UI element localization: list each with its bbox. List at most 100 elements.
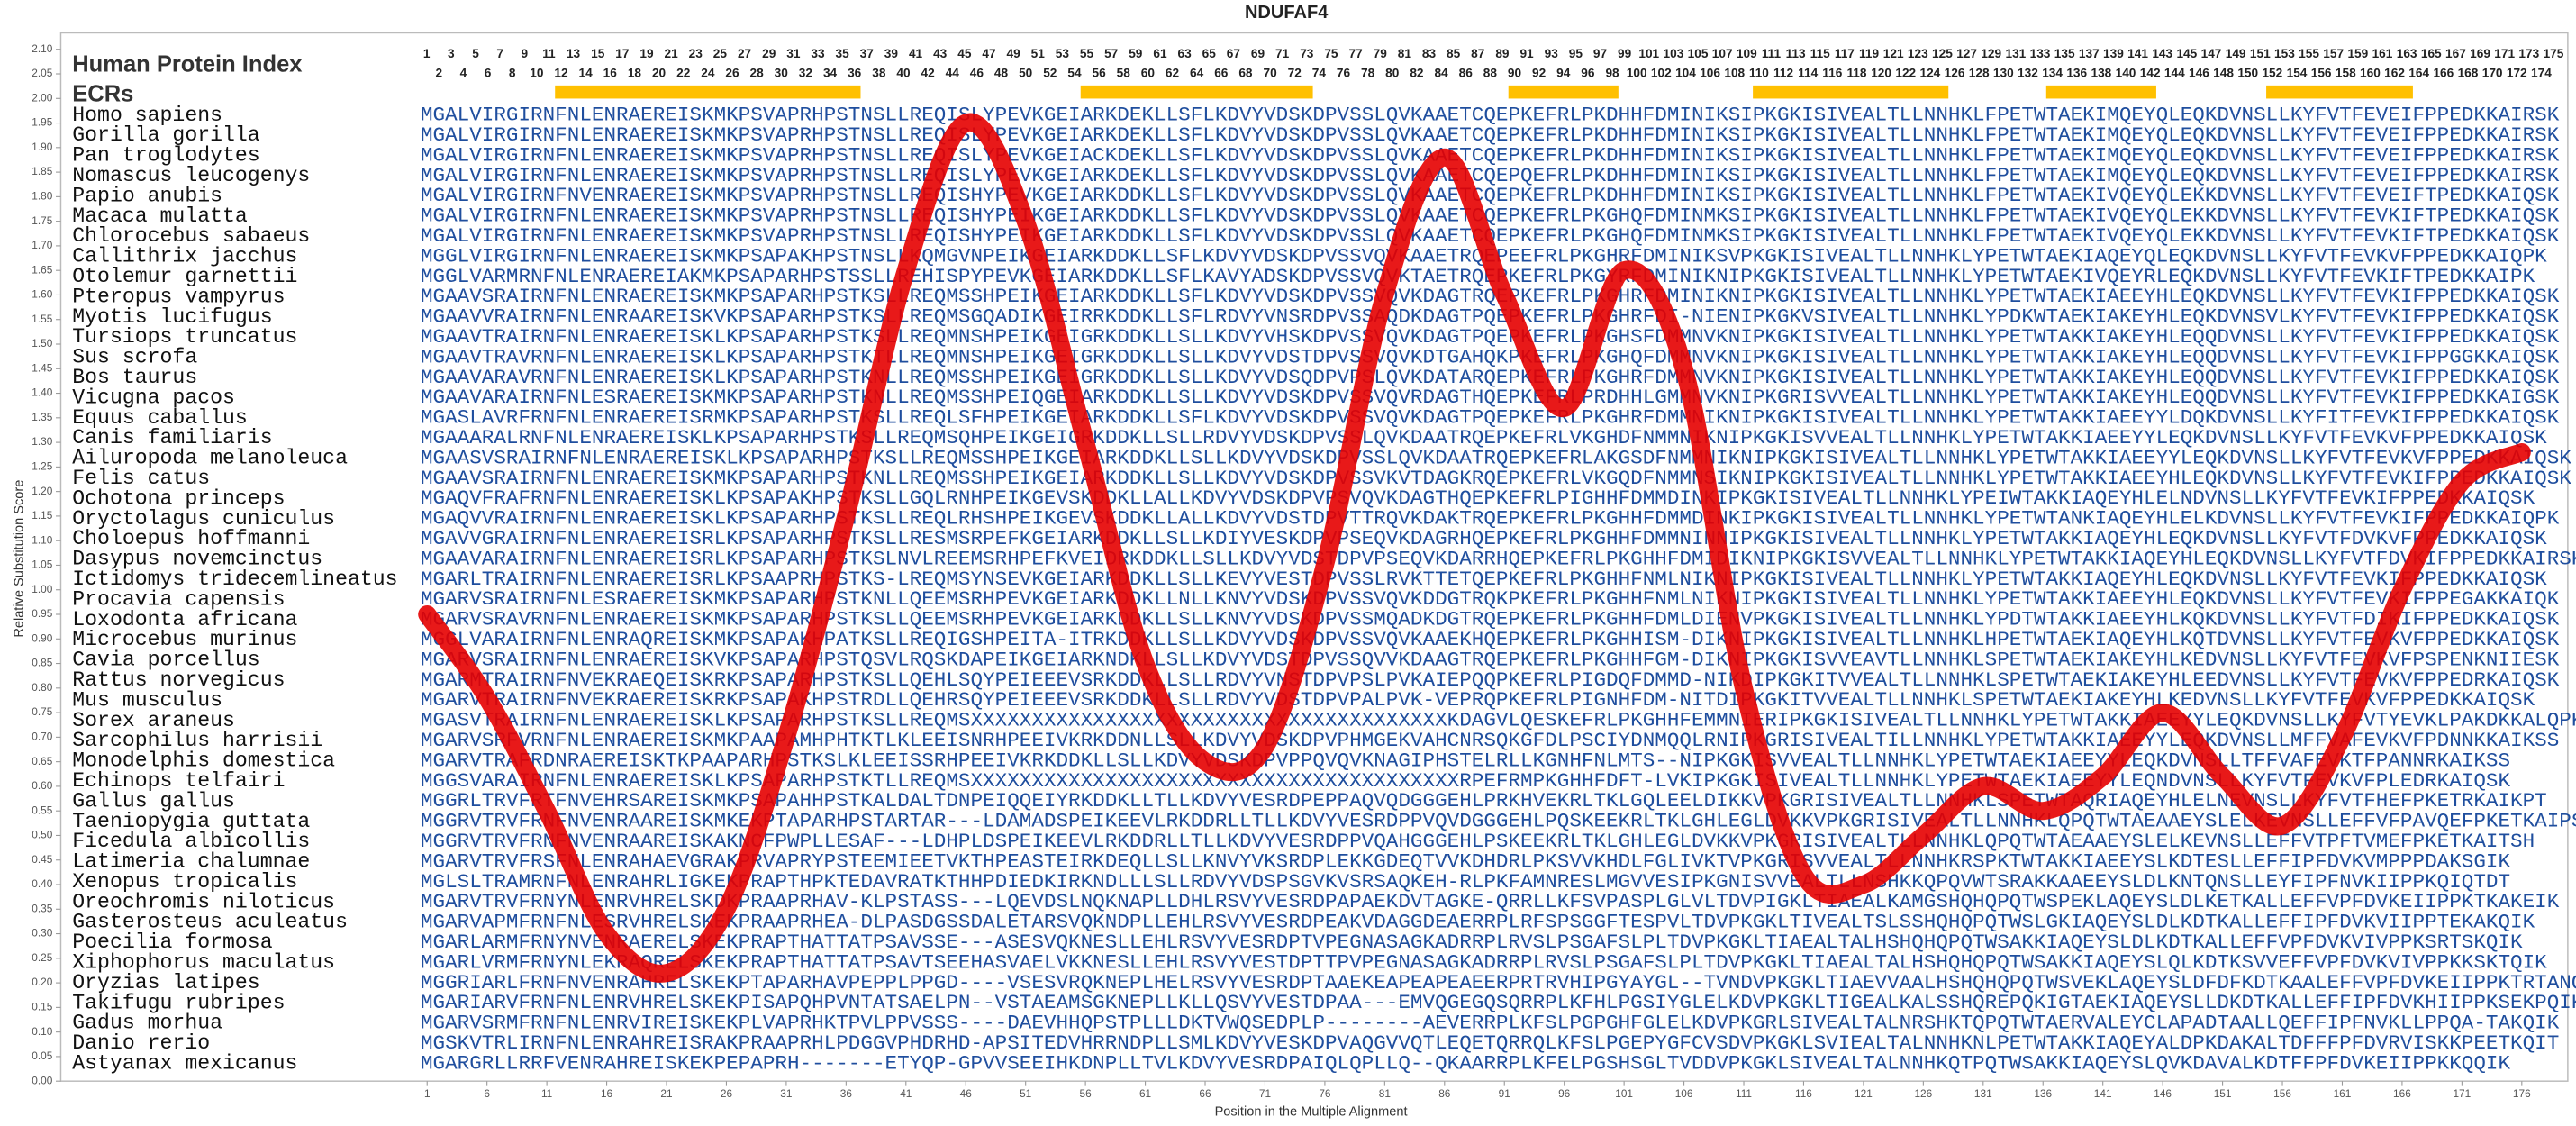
y-tick-label: 0.30 bbox=[32, 927, 52, 940]
index-number: 2 bbox=[435, 67, 442, 80]
x-tick-label: 81 bbox=[1379, 1087, 1392, 1100]
index-number: 162 bbox=[2384, 67, 2405, 80]
species-name: Ailuropoda melanoleuca bbox=[72, 447, 348, 470]
index-number: 107 bbox=[1712, 47, 1733, 60]
x-tick-label: 156 bbox=[2273, 1087, 2291, 1100]
x-tick-label: 21 bbox=[660, 1087, 673, 1100]
x-tick-label: 16 bbox=[601, 1087, 613, 1100]
index-number: 72 bbox=[1288, 67, 1302, 80]
species-name: Bos taurus bbox=[72, 366, 197, 389]
index-number: 104 bbox=[1675, 67, 1696, 80]
sequence: MGAAVARAIRNFNLENRAEREISRLKPSAPARHPSTKSLN… bbox=[421, 547, 2576, 570]
index-number: 146 bbox=[2189, 67, 2209, 80]
x-tick-label: 111 bbox=[1736, 1087, 1752, 1100]
index-number: 58 bbox=[1117, 67, 1131, 80]
y-tick-label: 0.80 bbox=[32, 681, 52, 694]
x-tick-label: 56 bbox=[1080, 1087, 1093, 1100]
index-number: 44 bbox=[946, 67, 960, 80]
index-number: 170 bbox=[2482, 67, 2503, 80]
index-number: 61 bbox=[1153, 47, 1167, 60]
index-number: 82 bbox=[1410, 67, 1424, 80]
index-number: 106 bbox=[1700, 67, 1720, 80]
index-number: 127 bbox=[1956, 47, 1977, 60]
chart-title: NDUFAF4 bbox=[1245, 3, 1329, 23]
sequence: MGAAVTRAVRNFNLENRAEREISKLKPSAPARHPSTKTLL… bbox=[421, 345, 2560, 368]
index-number: 53 bbox=[1056, 47, 1070, 60]
index-number: 15 bbox=[591, 47, 605, 60]
index-number: 131 bbox=[2005, 47, 2026, 60]
sequence: MGARGRLLRRFVENRAHREISKEKPEPAPRH-------ET… bbox=[421, 1051, 2511, 1075]
index-number: 122 bbox=[1895, 67, 1916, 80]
y-tick-label: 0.40 bbox=[32, 877, 52, 890]
index-number: 155 bbox=[2299, 47, 2319, 60]
index-number: 35 bbox=[836, 47, 850, 60]
y-tick-label: 0.50 bbox=[32, 829, 52, 841]
y-tick-label: 0.45 bbox=[32, 853, 52, 866]
x-tick-label: 141 bbox=[2094, 1087, 2112, 1100]
species-name: Equus caballus bbox=[72, 406, 248, 430]
y-tick-label: 0.10 bbox=[32, 1025, 52, 1038]
sequence: MGARVTRVFRSFNLENRAHAEVGRAKPRVAPRYPSTEEMI… bbox=[421, 849, 2511, 873]
index-number: 120 bbox=[1871, 67, 1891, 80]
index-number: 92 bbox=[1532, 67, 1547, 80]
species-name: Chlorocebus sabaeus bbox=[72, 224, 310, 248]
species-name: Tursiops truncatus bbox=[72, 325, 297, 349]
x-tick-label: 171 bbox=[2453, 1087, 2471, 1100]
species-name: Taeniopygia guttata bbox=[72, 810, 310, 833]
sequence: MGARVSRAIRNFNLESRAEREISKMKPSAPARHPSTKNLL… bbox=[421, 587, 2560, 611]
index-number: 142 bbox=[2140, 67, 2161, 80]
y-tick-label: 1.40 bbox=[32, 386, 52, 399]
index-number: 24 bbox=[701, 67, 715, 80]
species-name: Vicugna pacos bbox=[72, 386, 235, 409]
index-number: 125 bbox=[1932, 47, 1953, 60]
ecr-bar bbox=[2266, 85, 2413, 99]
index-number: 65 bbox=[1202, 47, 1217, 60]
sequence: MGGRIARLFRNFNVENRAHRELSKEKPTAPARHAVPEPPL… bbox=[421, 971, 2576, 994]
sequence: MGAQVVRAIRNFNLENRAEREISKLKPSAPARHPSTKSLL… bbox=[421, 507, 2560, 531]
y-tick-label: 0.85 bbox=[32, 657, 52, 669]
y-tick-label: 1.55 bbox=[32, 313, 52, 325]
index-number: 62 bbox=[1166, 67, 1180, 80]
y-tick-label: 1.50 bbox=[32, 337, 52, 350]
index-number: 114 bbox=[1798, 67, 1818, 80]
index-number: 160 bbox=[2360, 67, 2381, 80]
index-number: 110 bbox=[1749, 67, 1769, 80]
index-number: 157 bbox=[2323, 47, 2344, 60]
sequence: MGALVIRGIRNFNLENRAEREISKMKPSVAPRHPSTNSLL… bbox=[421, 143, 2560, 167]
index-number: 57 bbox=[1104, 47, 1118, 60]
index-number: 67 bbox=[1227, 47, 1240, 60]
index-number: 148 bbox=[2213, 67, 2234, 80]
index-number: 150 bbox=[2237, 67, 2258, 80]
species-name: Pan troglodytes bbox=[72, 144, 259, 168]
ecr-bar bbox=[2045, 85, 2156, 99]
index-number: 74 bbox=[1312, 67, 1327, 80]
y-tick-label: 0.65 bbox=[32, 755, 52, 767]
index-number: 26 bbox=[725, 67, 739, 80]
index-number: 133 bbox=[2030, 47, 2051, 60]
species-name: Ficedula albicollis bbox=[72, 830, 310, 853]
x-tick-label: 121 bbox=[1855, 1087, 1873, 1100]
y-tick-label: 0.90 bbox=[32, 631, 52, 644]
index-number: 25 bbox=[713, 47, 728, 60]
index-number: 68 bbox=[1238, 67, 1253, 80]
index-number: 19 bbox=[639, 47, 654, 60]
index-number: 171 bbox=[2494, 47, 2515, 60]
x-tick-label: 26 bbox=[721, 1087, 733, 1100]
x-tick-label: 136 bbox=[2034, 1087, 2052, 1100]
index-label: Human Protein Index bbox=[72, 52, 302, 77]
index-number: 154 bbox=[2287, 67, 2308, 80]
species-name: Microcebus murinus bbox=[72, 628, 297, 651]
index-number: 31 bbox=[786, 47, 801, 60]
species-name: Gasterosteus aculeatus bbox=[72, 911, 348, 934]
y-tick-label: 2.05 bbox=[32, 67, 52, 79]
sequence: MGAQVFRAFRNFNLENRAEREISKLKPSAPAKHPSTKSLL… bbox=[421, 486, 2535, 510]
species-name: Gadus morhua bbox=[72, 1012, 222, 1035]
species-name: Gallus gallus bbox=[72, 789, 235, 813]
index-number: 47 bbox=[982, 47, 995, 60]
x-tick-label: 126 bbox=[1914, 1087, 1932, 1100]
index-number: 56 bbox=[1092, 67, 1106, 80]
index-number: 20 bbox=[652, 67, 667, 80]
y-tick-label: 1.65 bbox=[32, 263, 52, 276]
